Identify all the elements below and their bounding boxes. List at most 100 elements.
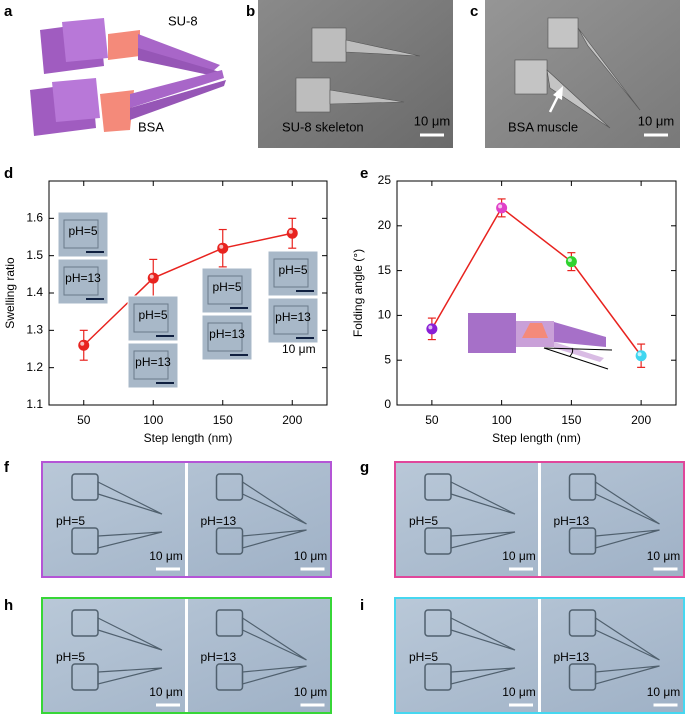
y-tick-label: 15: [378, 263, 392, 277]
scale-label: 10 μm: [294, 685, 328, 699]
y-axis-label: Folding angle (°): [351, 249, 365, 337]
x-tick-label: 100: [492, 413, 512, 427]
panel-label: d: [4, 165, 13, 182]
inset-label: pH=5: [212, 280, 241, 294]
y-tick-label: 10: [378, 308, 392, 322]
microstructure: [97, 481, 163, 515]
y-tick-label: 0: [384, 397, 391, 411]
folding-diagram: [468, 313, 613, 370]
panel-label: c: [470, 3, 478, 20]
marker-highlight: [637, 352, 642, 357]
y-axis-label: Swelling ratio: [3, 257, 17, 329]
marker: [496, 202, 508, 214]
microstructure: [594, 665, 660, 685]
panel-label: g: [360, 459, 369, 476]
panel-label: e: [360, 165, 368, 182]
marker-highlight: [149, 274, 154, 279]
microstructure: [450, 617, 516, 651]
ph-label: pH=5: [409, 514, 438, 528]
marker: [217, 242, 229, 254]
marker: [635, 350, 647, 362]
microstructure: [241, 616, 307, 661]
microstructure: [450, 481, 516, 515]
panel-label: f: [4, 459, 10, 476]
inset-structure: [273, 258, 309, 288]
inset-structure: [63, 219, 99, 249]
x-axis-label: Step length (nm): [492, 431, 581, 445]
sem-structures: [514, 17, 641, 129]
scale-label: 10 μm: [638, 113, 674, 128]
scale-label: 10 μm: [647, 549, 681, 563]
marker: [78, 339, 90, 351]
x-tick-label: 200: [631, 413, 651, 427]
microstructure: [241, 480, 307, 525]
x-tick-label: 150: [213, 413, 233, 427]
y-tick-label: 25: [378, 173, 392, 187]
y-tick-label: 1.2: [26, 360, 43, 374]
marker: [426, 323, 438, 335]
ph-label: pH=13: [201, 650, 237, 664]
y-tick-label: 1.1: [26, 397, 43, 411]
x-tick-label: 150: [561, 413, 581, 427]
ph-label: pH=5: [56, 650, 85, 664]
microstructure: [241, 665, 307, 685]
x-tick-label: 50: [77, 413, 91, 427]
image-caption: SU-8 skeleton: [282, 119, 364, 134]
x-tick-label: 100: [143, 413, 163, 427]
structure-label: SU-8: [168, 13, 198, 28]
plot-frame: [396, 180, 677, 406]
data-line: [431, 206, 642, 357]
microstructure: [97, 667, 163, 685]
marker-highlight: [288, 229, 293, 234]
inset-label: pH=5: [138, 308, 167, 322]
scale-label: 10 μm: [294, 549, 328, 563]
panel-label: a: [4, 3, 13, 20]
inset-scale-label: 10 μm: [282, 342, 316, 356]
inset-structure: [207, 322, 243, 352]
marker: [565, 256, 577, 268]
data-line: [83, 232, 293, 346]
ph-label: pH=5: [56, 514, 85, 528]
inset-structure: [133, 350, 169, 380]
y-tick-label: 1.6: [26, 211, 43, 225]
y-tick-label: 5: [384, 352, 391, 366]
inset-label: pH=13: [275, 310, 311, 324]
scale-label: 10 μm: [647, 685, 681, 699]
inset-structure: [63, 266, 99, 296]
inset-label: pH=13: [209, 327, 245, 341]
microstructure: [97, 531, 163, 549]
y-tick-label: 1.3: [26, 323, 43, 337]
scale-label: 10 μm: [149, 685, 183, 699]
microstructure: [594, 529, 660, 549]
sem-image: [258, 0, 453, 148]
microstructure: [97, 617, 163, 651]
inset-structure: [273, 305, 309, 335]
marker: [286, 227, 298, 239]
x-axis-label: Step length (nm): [144, 431, 233, 445]
scale-label: 10 μm: [414, 113, 450, 128]
panel-a-render: [30, 18, 226, 136]
y-tick-label: 1.5: [26, 248, 43, 262]
image-caption: BSA muscle: [508, 119, 578, 134]
inset-structure: [133, 303, 169, 333]
panel-label: b: [246, 3, 255, 20]
microstructure: [241, 529, 307, 549]
inset-structure: [207, 275, 243, 305]
microstructure: [594, 480, 660, 525]
microstructure: [450, 667, 516, 685]
ph-label: pH=13: [554, 650, 590, 664]
ph-label: pH=13: [554, 514, 590, 528]
scale-label: 10 μm: [502, 549, 536, 563]
structure-label: BSA: [138, 119, 164, 134]
panel-label: i: [360, 597, 364, 614]
marker-highlight: [498, 204, 503, 209]
inset-label: pH=13: [135, 355, 171, 369]
marker: [147, 272, 159, 284]
inset-label: pH=13: [65, 271, 101, 285]
y-tick-label: 1.4: [26, 285, 43, 299]
scale-label: 10 μm: [502, 685, 536, 699]
x-tick-label: 50: [425, 413, 439, 427]
y-tick-label: 20: [378, 218, 392, 232]
marker-highlight: [428, 325, 433, 330]
